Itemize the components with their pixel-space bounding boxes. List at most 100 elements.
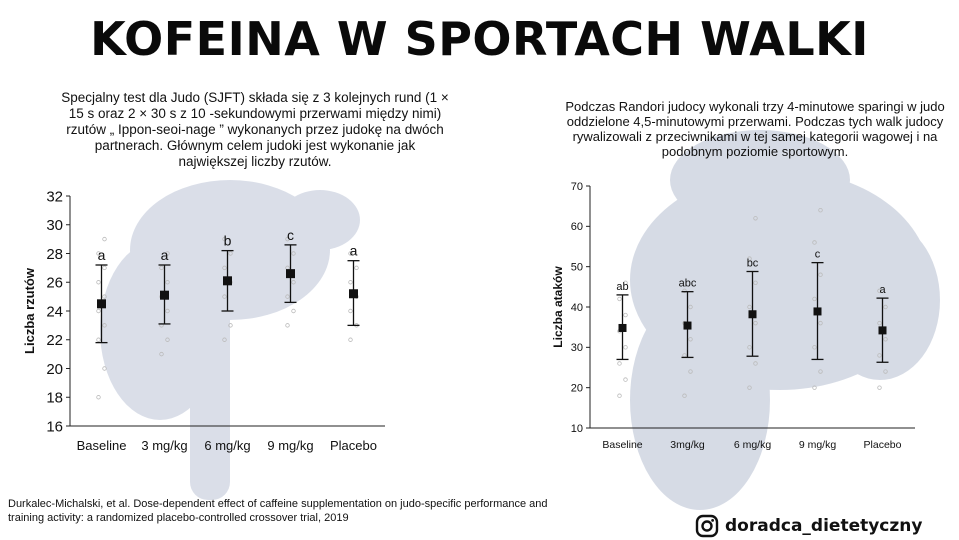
individual-point [228,251,233,256]
instagram-icon [695,514,719,538]
individual-point [818,272,823,277]
individual-point [753,320,758,326]
individual-point [354,265,359,271]
individual-point [285,294,290,299]
x-category-label: 9 mg/kg [267,438,313,453]
individual-point [96,280,101,285]
right-description: Podczas Randori judocy wykonali trzy 4-m… [565,99,945,159]
individual-point [682,353,687,358]
individual-point [165,251,170,256]
y-tick-label: 60 [571,221,583,233]
individual-point [682,393,687,398]
individual-point [348,280,353,285]
x-category-label: 3mg/kg [670,439,705,451]
individual-point [96,337,101,342]
individual-point [818,207,823,213]
individual-point [688,337,693,342]
mean-marker [286,269,295,279]
individual-point [812,345,817,350]
individual-point [617,296,622,302]
y-tick-label: 22 [46,332,63,349]
individual-point [96,308,101,314]
individual-point [617,361,622,366]
brand-handle: doradca_dietetyczny [695,512,922,540]
y-tick-label: 30 [571,342,583,354]
significance-letter: c [287,227,294,243]
y-tick-label: 70 [571,181,583,193]
individual-point [877,385,882,390]
mean-marker [223,276,232,286]
individual-point [883,337,888,342]
individual-point [102,323,107,328]
x-category-label: 6 mg/kg [204,438,250,453]
page-title: KOFEINA W SPORTACH WALKI [90,12,869,66]
x-category-label: Placebo [864,439,902,451]
individual-point [222,265,227,271]
y-tick-label: 20 [571,383,583,395]
individual-point [159,351,164,357]
individual-point [753,280,758,285]
individual-point [747,345,752,350]
individual-point [812,240,817,245]
mean-marker [97,299,106,309]
individual-point [291,251,296,256]
individual-point [102,265,107,271]
individual-point [165,337,170,342]
individual-point [285,323,290,328]
individual-point [688,369,693,374]
individual-point [102,236,107,242]
individual-point [688,304,693,310]
significance-letter: b [224,233,232,249]
individual-point [285,236,290,242]
left-description: Specjalny test dla Judo (SJFT) składa si… [61,90,449,169]
individual-point [818,369,823,374]
individual-point [623,345,628,350]
individual-point [747,304,752,310]
y-tick-label: 32 [46,188,63,205]
x-category-label: 3 mg/kg [141,438,187,453]
individual-point [877,288,882,294]
individual-point [682,288,687,294]
mean-marker [878,326,887,335]
individual-point [623,377,628,382]
individual-point [291,308,296,314]
individual-point [812,296,817,302]
y-tick-label: 10 [571,423,583,435]
individual-point [747,385,752,390]
individual-point [348,337,353,342]
individual-point [222,236,227,242]
citation: Durkalec-Michalski, et al. Dose-dependen… [8,498,548,524]
individual-point [348,251,353,256]
x-category-label: 9 mg/kg [799,439,837,451]
individual-point [812,385,817,390]
individual-point [222,294,227,299]
individual-point [877,353,882,358]
individual-point [96,395,101,400]
significance-letter: a [161,247,169,263]
y-tick-label: 28 [46,246,63,263]
y-tick-label: 24 [46,303,63,320]
individual-point [617,393,622,398]
y-axis-label: Liczba ataków [551,266,565,348]
mean-marker [748,310,757,319]
individual-point [623,312,628,318]
individual-point [102,366,107,371]
individual-point [877,320,882,326]
significance-letter: ab [616,281,628,293]
individual-point [747,256,752,261]
individual-point [348,308,353,314]
individual-point [623,280,628,285]
individual-point [102,294,107,299]
mean-marker [683,321,692,330]
x-category-label: 6 mg/kg [734,439,772,451]
mean-marker [349,289,358,299]
significance-letter: a [879,284,886,296]
significance-letter: a [98,247,106,263]
y-tick-label: 30 [46,217,63,234]
individual-point [883,304,888,310]
individual-point [165,308,170,314]
y-tick-label: 16 [46,418,63,435]
individual-point [753,361,758,366]
y-tick-label: 26 [46,275,63,292]
